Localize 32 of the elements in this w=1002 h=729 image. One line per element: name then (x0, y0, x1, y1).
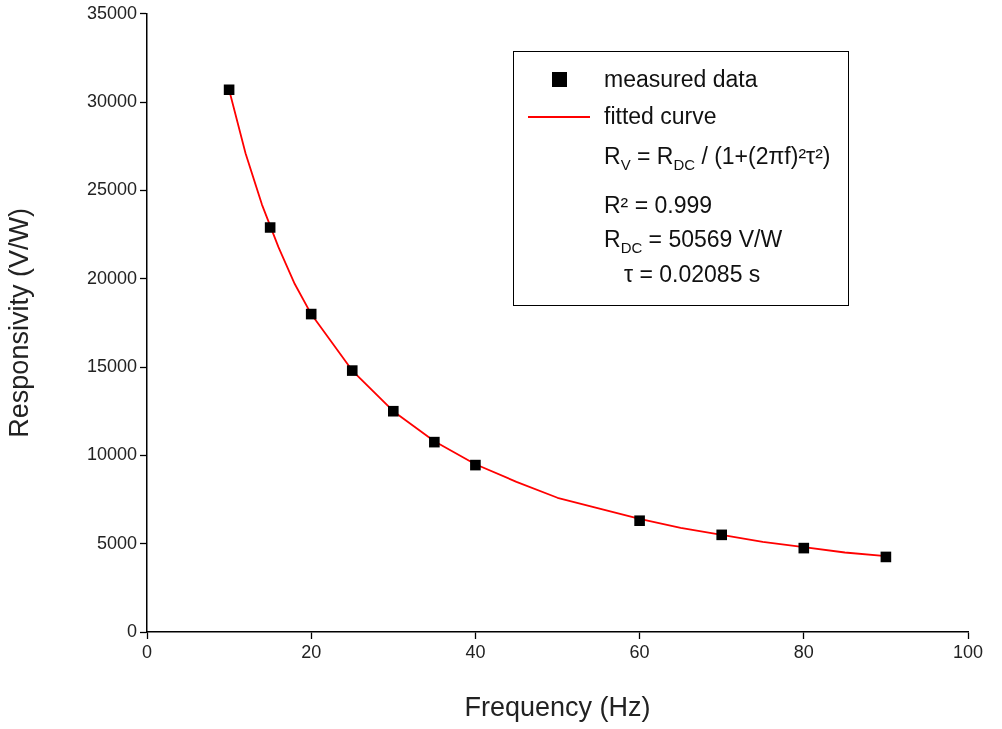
point (388, 405, 399, 417)
x-tick-label: 20 (301, 641, 322, 662)
y-tick-label: 25000 (86, 179, 137, 200)
y-tick-label: 20000 (86, 267, 137, 288)
legend-label: measured data (604, 66, 758, 93)
y-tick-label: 15000 (86, 356, 137, 377)
y-tick-label: 10000 (86, 444, 137, 465)
y-tick-label: 30000 (86, 91, 137, 112)
y-axis-title: Responsivity (V/W) (3, 208, 34, 438)
point (264, 222, 276, 233)
x-axis-title: Frequency (Hz) (464, 692, 651, 723)
point (470, 459, 481, 471)
y-tick-label: 0 (126, 620, 137, 641)
point (223, 84, 235, 96)
point (346, 365, 358, 376)
annotation: R$_{V}$ = R$_{DC}$ / (1+(2πf)²τ²) (604, 142, 831, 175)
point (634, 515, 645, 527)
x-tick-label: 40 (465, 641, 486, 662)
y-tick-label: 5000 (96, 532, 137, 553)
point (305, 308, 317, 320)
annotation: τ = 0.02085 s (624, 259, 762, 289)
x-tick-label: 80 (793, 641, 814, 662)
x-tick-label: 100 (952, 641, 984, 662)
x-tick-label: 0 (141, 641, 153, 662)
point (798, 542, 810, 554)
point (716, 529, 727, 541)
annotation: R² = 0.999 (604, 191, 714, 221)
point (429, 436, 440, 448)
y-tick-label: 35000 (86, 2, 137, 23)
annotation: R$_{DC}$ = 50569 V/W (604, 224, 784, 258)
x-tick-label: 60 (629, 641, 650, 662)
legend-label: fitted curve (604, 103, 717, 130)
